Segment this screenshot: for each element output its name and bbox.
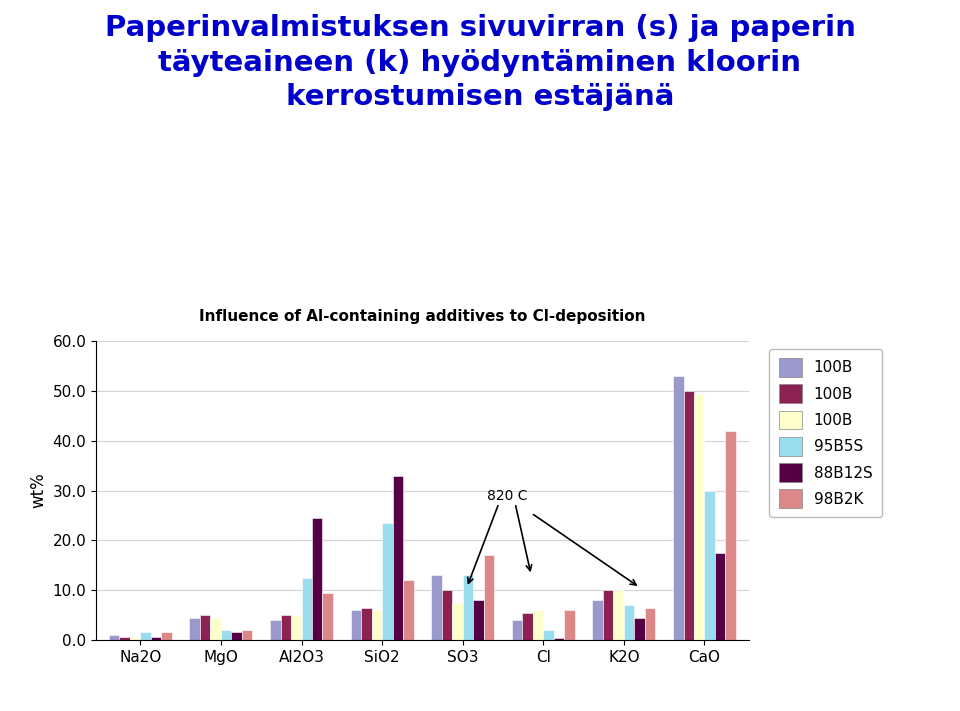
Bar [431, 575, 442, 640]
Bar [130, 638, 140, 640]
Bar [522, 613, 533, 640]
Y-axis label: wt%: wt% [29, 473, 47, 508]
Bar [645, 607, 656, 640]
Bar [452, 603, 463, 640]
Bar [564, 610, 575, 640]
Bar [151, 638, 161, 640]
Bar [484, 555, 494, 640]
Bar [119, 638, 130, 640]
Bar [210, 617, 221, 640]
Bar [301, 577, 312, 640]
Bar [323, 593, 333, 640]
Bar [372, 610, 382, 640]
Bar [442, 590, 452, 640]
Bar [221, 630, 231, 640]
Bar [512, 620, 522, 640]
Bar [473, 600, 484, 640]
Bar [403, 580, 414, 640]
Bar [350, 610, 361, 640]
Bar [361, 607, 372, 640]
Bar [291, 615, 301, 640]
Bar [161, 633, 172, 640]
Bar [533, 610, 543, 640]
Bar [726, 431, 736, 640]
Bar [705, 491, 715, 640]
Bar [673, 376, 684, 640]
Bar [312, 518, 323, 640]
Bar [108, 635, 119, 640]
Bar [140, 633, 151, 640]
Bar [189, 617, 200, 640]
Bar [613, 590, 624, 640]
Bar [280, 615, 291, 640]
Text: 820 C: 820 C [487, 489, 527, 503]
Bar [635, 617, 645, 640]
Bar [624, 605, 635, 640]
Bar [463, 575, 473, 640]
Bar [592, 600, 603, 640]
Bar [543, 630, 554, 640]
Bar [694, 393, 705, 640]
Bar [231, 633, 242, 640]
Bar [554, 638, 564, 640]
Bar [382, 523, 393, 640]
Bar [270, 620, 280, 640]
Bar [603, 590, 613, 640]
Bar [242, 630, 252, 640]
Legend: 100B, 100B, 100B, 95B5S, 88B12S, 98B2K: 100B, 100B, 100B, 95B5S, 88B12S, 98B2K [770, 349, 881, 518]
Bar [393, 476, 403, 640]
Text: Influence of Al-containing additives to Cl-deposition: Influence of Al-containing additives to … [199, 309, 646, 324]
Text: Paperinvalmistuksen sivuvirran (s) ja paperin
täyteaineen (k) hyödyntäminen kloo: Paperinvalmistuksen sivuvirran (s) ja pa… [105, 14, 855, 112]
Bar [684, 391, 694, 640]
Bar [200, 615, 210, 640]
Bar [715, 553, 726, 640]
